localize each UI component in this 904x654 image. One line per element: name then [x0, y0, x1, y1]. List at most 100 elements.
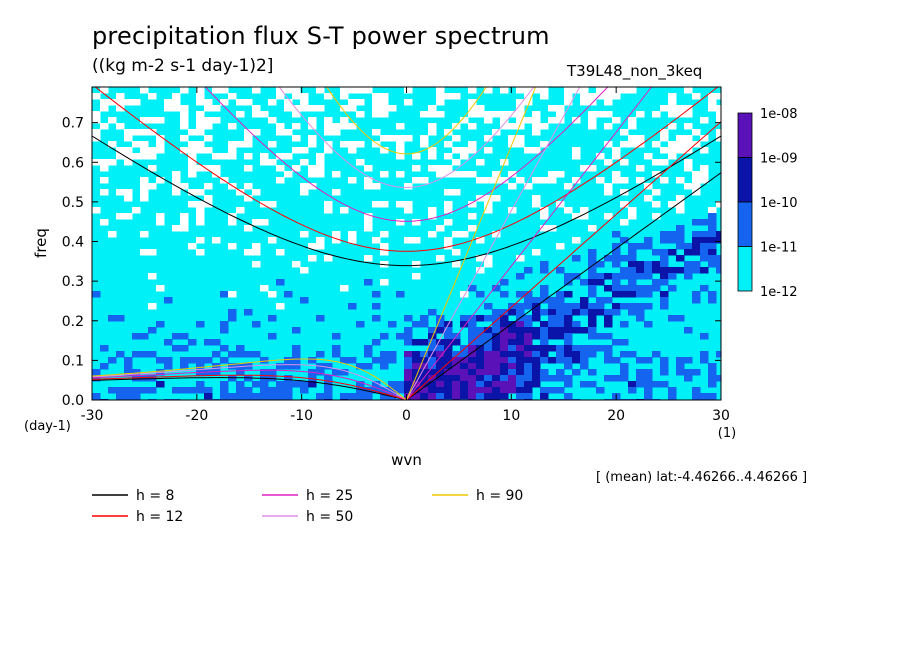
heat-cell [468, 333, 477, 340]
heat-cell [148, 147, 157, 154]
heat-cell [124, 357, 133, 364]
heat-cell [220, 321, 229, 328]
heat-cell [652, 159, 661, 166]
heat-cell [444, 363, 453, 370]
heat-cell [340, 285, 349, 292]
heat-cell [660, 381, 669, 388]
heat-cell [404, 327, 413, 334]
heat-cell [372, 129, 381, 136]
heat-cell [332, 333, 341, 340]
heat-cell [260, 393, 269, 400]
heat-cell [484, 369, 493, 376]
heat-cell [140, 129, 149, 136]
heat-cell [556, 243, 565, 250]
heat-cell [644, 291, 653, 298]
heat-cell [692, 219, 701, 226]
heat-cell [156, 117, 165, 124]
heat-cell [524, 387, 533, 394]
heat-cell [452, 339, 461, 346]
heat-cell [196, 87, 205, 94]
heat-cell [180, 117, 189, 124]
heat-cell [644, 357, 653, 364]
heat-cell [692, 393, 701, 400]
heat-cell [468, 357, 477, 364]
heat-cell [132, 393, 141, 400]
heat-cell [692, 291, 701, 298]
heat-cell [580, 357, 589, 364]
heat-cell [564, 327, 573, 334]
heat-cell [188, 171, 197, 178]
heat-cell [588, 165, 597, 172]
heat-cell [508, 345, 517, 352]
heat-cell [452, 135, 461, 142]
heat-cell [236, 381, 245, 388]
heat-cell [556, 333, 565, 340]
heat-cell [308, 183, 317, 190]
heat-cell [580, 345, 589, 352]
heat-cell [340, 207, 349, 214]
heat-cell [484, 111, 493, 118]
heat-cell [356, 159, 365, 166]
heat-cell [596, 333, 605, 340]
heat-cell [588, 111, 597, 118]
heat-cell [292, 345, 301, 352]
heat-cell [484, 261, 493, 268]
heat-cell [684, 327, 693, 334]
heat-cell [516, 327, 525, 334]
heat-cell [116, 189, 125, 196]
heat-cell [684, 141, 693, 148]
heat-cell [444, 339, 453, 346]
heat-cell [508, 369, 517, 376]
heat-cell [500, 393, 509, 400]
heat-cell [340, 141, 349, 148]
heat-cell [500, 345, 509, 352]
heat-cell [700, 171, 709, 178]
heat-cell [532, 87, 541, 94]
heat-cell [124, 387, 133, 394]
heat-cell [428, 387, 437, 394]
heat-cell [452, 375, 461, 382]
heat-cell [300, 231, 309, 238]
heat-cell [140, 117, 149, 124]
heat-cell [436, 351, 445, 358]
heat-cell [508, 327, 517, 334]
heat-cell [660, 261, 669, 268]
heat-cell [284, 375, 293, 382]
heat-cell [628, 267, 637, 274]
heat-cell [268, 393, 277, 400]
heat-cell [612, 93, 621, 100]
heat-cell [436, 339, 445, 346]
heat-cell [228, 351, 237, 358]
heat-cell [444, 387, 453, 394]
heat-cell [396, 147, 405, 154]
heat-cell [228, 315, 237, 322]
heat-cell [564, 345, 573, 352]
heat-cell [476, 327, 485, 334]
heat-cell [412, 363, 421, 370]
heat-cell [428, 129, 437, 136]
heat-cell [340, 105, 349, 112]
heat-cell [716, 267, 721, 274]
heat-cell [708, 99, 717, 106]
heat-cell [100, 345, 109, 352]
heat-cell [124, 213, 133, 220]
heat-cell [644, 261, 653, 268]
heat-cell [412, 321, 421, 328]
heat-cell [620, 369, 629, 376]
heat-cell [244, 99, 253, 106]
heat-cell [252, 105, 261, 112]
heat-cell [468, 363, 477, 370]
heat-cell [548, 315, 557, 322]
heat-cell [380, 393, 389, 400]
heat-cell [620, 291, 629, 298]
heat-cell [516, 303, 525, 310]
heat-cell [628, 213, 637, 220]
heat-cell [516, 177, 525, 184]
heat-cell [340, 393, 349, 400]
heat-cell [124, 363, 133, 370]
heat-cell [676, 267, 685, 274]
heat-cell [252, 219, 261, 226]
heat-cell [684, 159, 693, 166]
heat-cell [524, 297, 533, 304]
heat-cell [420, 321, 429, 328]
